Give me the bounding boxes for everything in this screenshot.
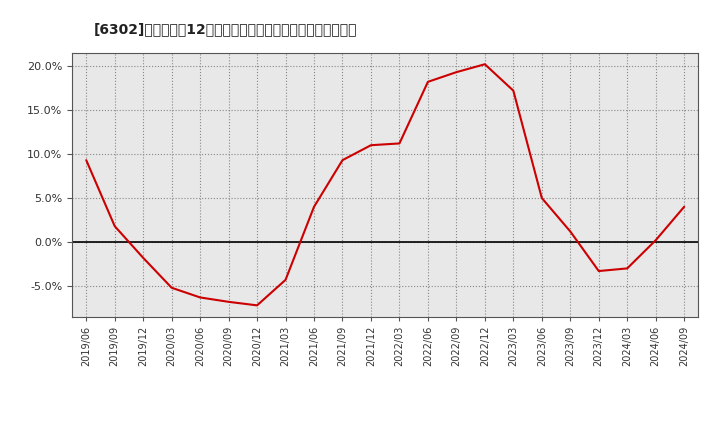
Text: [6302]　売上高の12か月移動合計の対前年同期増減率の推移: [6302] 売上高の12か月移動合計の対前年同期増減率の推移: [94, 22, 357, 36]
